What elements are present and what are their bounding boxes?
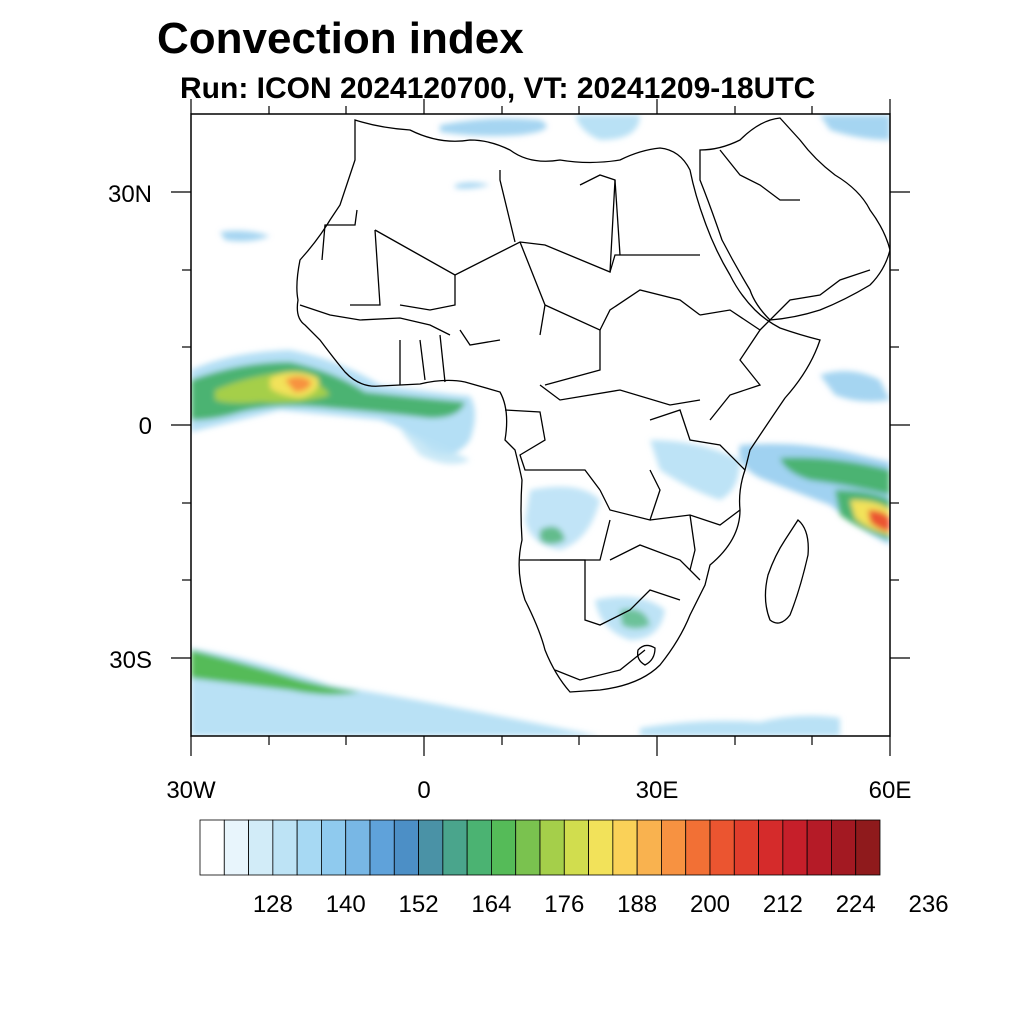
colorbar-label: 224 <box>836 891 876 918</box>
colorbar-swatch <box>442 819 468 876</box>
colorbar-label: 176 <box>544 891 584 918</box>
axis-ticks <box>171 99 910 756</box>
colorbar-swatch <box>418 819 444 876</box>
colorbar-swatch <box>248 819 274 876</box>
colorbar-swatch <box>782 819 808 876</box>
colorbar-swatch <box>831 819 857 876</box>
colorbar-swatch <box>223 819 249 876</box>
colorbar-swatch <box>661 819 687 876</box>
colorbar-swatch <box>855 819 881 876</box>
colorbar-label: 212 <box>763 891 803 918</box>
colorbar-swatch <box>563 819 589 876</box>
lat-label: 30N <box>108 181 152 208</box>
colorbar-label: 188 <box>617 891 657 918</box>
colorbar-swatch <box>296 819 322 876</box>
colorbar-swatch <box>758 819 784 876</box>
colorbar-swatch <box>369 819 395 876</box>
colorbar-swatch <box>588 819 614 876</box>
colorbar-swatch <box>636 819 662 876</box>
colorbar-swatch <box>393 819 419 876</box>
colorbar-swatch <box>733 819 759 876</box>
lon-label: 0 <box>417 777 430 804</box>
colorbar-label: 236 <box>909 891 949 918</box>
colorbar-label: 164 <box>471 891 511 918</box>
chart-subtitle: Run: ICON 2024120700, VT: 20241209-18UTC <box>180 72 816 105</box>
colorbar-label: 152 <box>399 891 439 918</box>
map-frame <box>190 113 891 737</box>
colorbar-swatch <box>515 819 541 876</box>
colorbar-swatch <box>709 819 735 876</box>
lon-label: 30W <box>166 777 216 804</box>
colorbar-label: 200 <box>690 891 730 918</box>
lat-label: 30S <box>109 647 152 674</box>
colorbar-label: 128 <box>253 891 293 918</box>
coastlines <box>296 117 890 693</box>
colorbar <box>199 819 881 876</box>
colorbar-swatch <box>466 819 492 876</box>
colorbar-swatch <box>685 819 711 876</box>
colorbar-swatch <box>806 819 832 876</box>
lat-label: 0 <box>139 413 152 440</box>
colorbar-swatch <box>321 819 347 876</box>
colorbar-labels: 128 140 152 164 176 188 200 212 224 236 <box>253 891 949 918</box>
colorbar-swatch <box>491 819 517 876</box>
colorbar-swatch <box>199 819 225 876</box>
colorbar-swatch <box>539 819 565 876</box>
colorbar-swatch <box>272 819 298 876</box>
colorbar-swatch <box>612 819 638 876</box>
colorbar-swatch <box>345 819 371 876</box>
lon-label: 30E <box>636 777 679 804</box>
colorbar-label: 140 <box>326 891 366 918</box>
chart-title: Convection index <box>157 14 524 63</box>
convection-field <box>191 115 890 736</box>
lon-label: 60E <box>869 777 912 804</box>
